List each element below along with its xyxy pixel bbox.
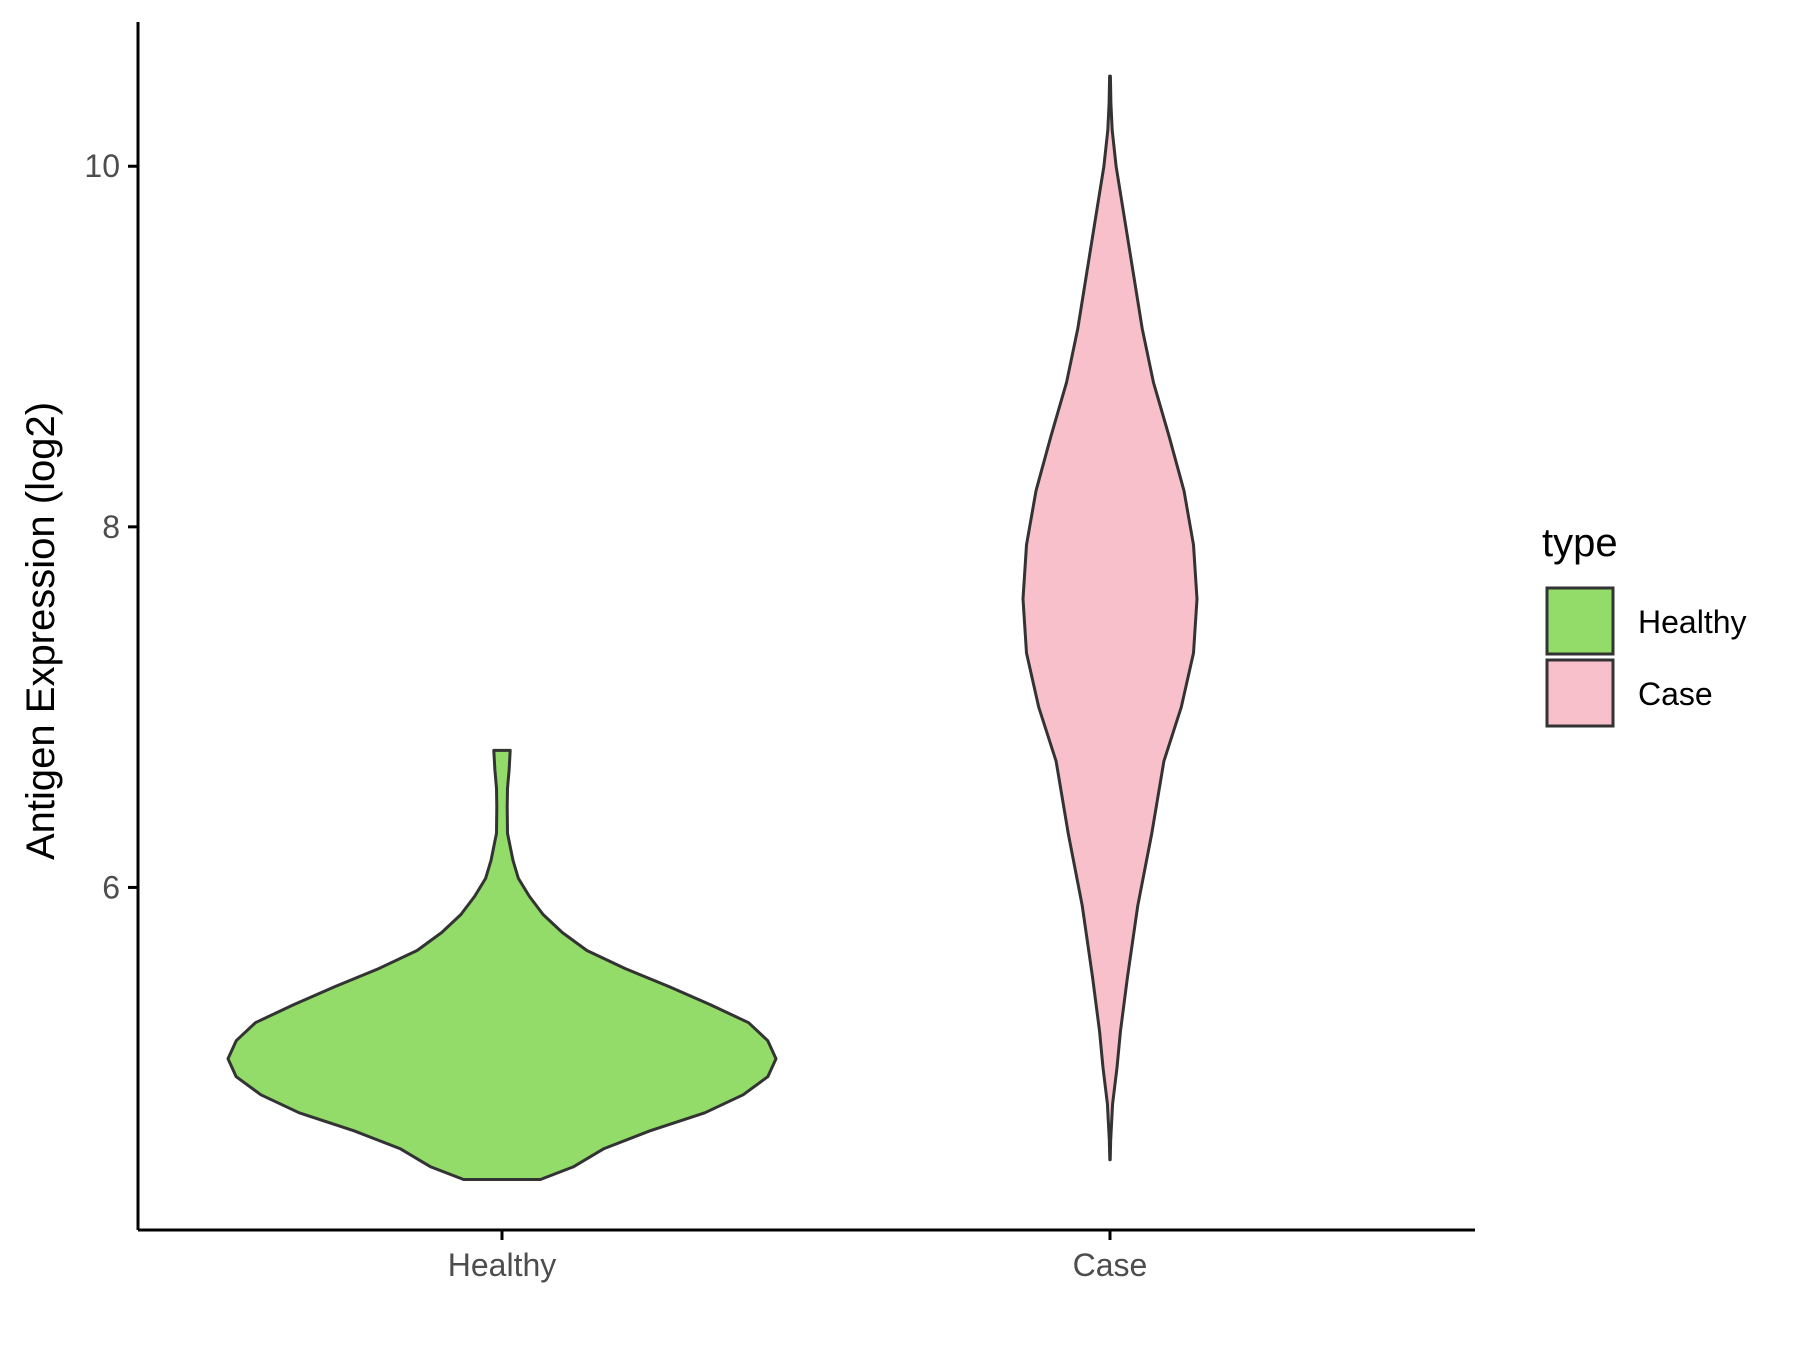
legend-label: Healthy [1638, 604, 1747, 640]
x-tick-label: Healthy [448, 1247, 557, 1283]
y-axis-title: Antigen Expression (log2) [19, 402, 63, 860]
y-axis-ticks: 6 8 10 [84, 148, 138, 905]
violin-case [1021, 74, 1199, 1162]
y-tick-label: 8 [102, 509, 120, 545]
legend-key-healthy [1545, 586, 1615, 656]
violin-healthy [226, 748, 778, 1181]
y-tick-label: 6 [102, 869, 120, 905]
y-tick-label: 10 [84, 148, 120, 184]
x-tick-label: Case [1073, 1247, 1148, 1283]
violin-layer [226, 74, 1199, 1181]
legend-key-case [1545, 658, 1615, 728]
legend: type Healthy Case [1542, 521, 1747, 728]
x-axis-ticks: Healthy Case [448, 1230, 1148, 1283]
legend-title: type [1542, 521, 1618, 565]
legend-label: Case [1638, 676, 1713, 712]
